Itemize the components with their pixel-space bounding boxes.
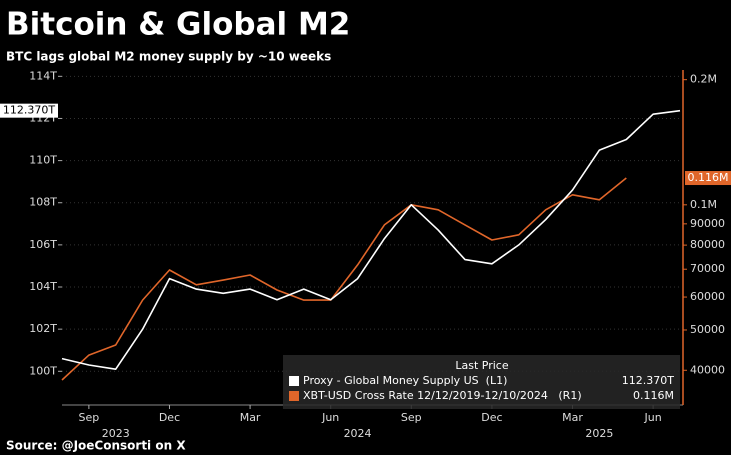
x-tick-label: Sep: [401, 411, 422, 424]
x-tick-label: Dec: [481, 411, 502, 424]
y2-tick-label: 90000: [690, 217, 725, 230]
y2-tick-label: 0.2M: [690, 73, 717, 86]
x-tick-label: Mar: [240, 411, 261, 424]
y2-tick-label: 0.1M: [690, 198, 717, 211]
legend: Last Price Proxy - Global Money Supply US…: [283, 355, 680, 409]
y2-tick-label: 50000: [690, 323, 725, 336]
x-year-label: 2025: [585, 427, 613, 440]
y-tick-label: 108T: [29, 196, 57, 209]
x-tick-label: Jun: [321, 411, 339, 424]
y-tick-label: 110T: [29, 154, 57, 167]
last-value-label: 112.370T: [3, 104, 55, 117]
x-tick-label: Dec: [159, 411, 180, 424]
x-year-label: 2023: [102, 427, 130, 440]
y2-tick-label: 40000: [690, 363, 725, 376]
legend-box: [283, 355, 680, 409]
legend-swatch: [289, 391, 299, 401]
y2-tick-label: 60000: [690, 290, 725, 303]
y-tick-label: 100T: [29, 364, 57, 377]
last-value-tag: [685, 171, 731, 186]
y-tick-label: 106T: [29, 238, 57, 251]
series-line: [61, 109, 681, 370]
legend-value: 112.370T: [622, 374, 674, 387]
legend-value: 0.116M: [633, 389, 674, 402]
x-tick-label: Sep: [79, 411, 100, 424]
y-tick-label: 102T: [29, 322, 57, 335]
last-value-tag: [0, 103, 58, 118]
legend-swatch: [289, 376, 299, 386]
chart-title: Bitcoin & Global M2: [6, 7, 350, 43]
y-tick-label: 114T: [29, 69, 57, 82]
legend-label: XBT-USD Cross Rate 12/12/2019-12/10/2024…: [303, 389, 582, 402]
y2-tick-label: 70000: [690, 262, 725, 275]
series-line: [61, 177, 627, 381]
legend-label: Proxy - Global Money Supply US (L1): [303, 374, 507, 387]
legend-title: Last Price: [455, 359, 508, 372]
y2-tick-label: 80000: [690, 238, 725, 251]
x-year-label: 2024: [344, 427, 372, 440]
x-tick-label: Mar: [562, 411, 583, 424]
last-value-label: 0.116M: [688, 171, 729, 184]
y-tick-label: 104T: [29, 280, 57, 293]
x-tick-label: Jun: [644, 411, 662, 424]
source: Source: @JoeConsorti on X: [6, 439, 186, 453]
chart-subtitle: BTC lags global M2 money supply by ~10 w…: [6, 50, 331, 64]
